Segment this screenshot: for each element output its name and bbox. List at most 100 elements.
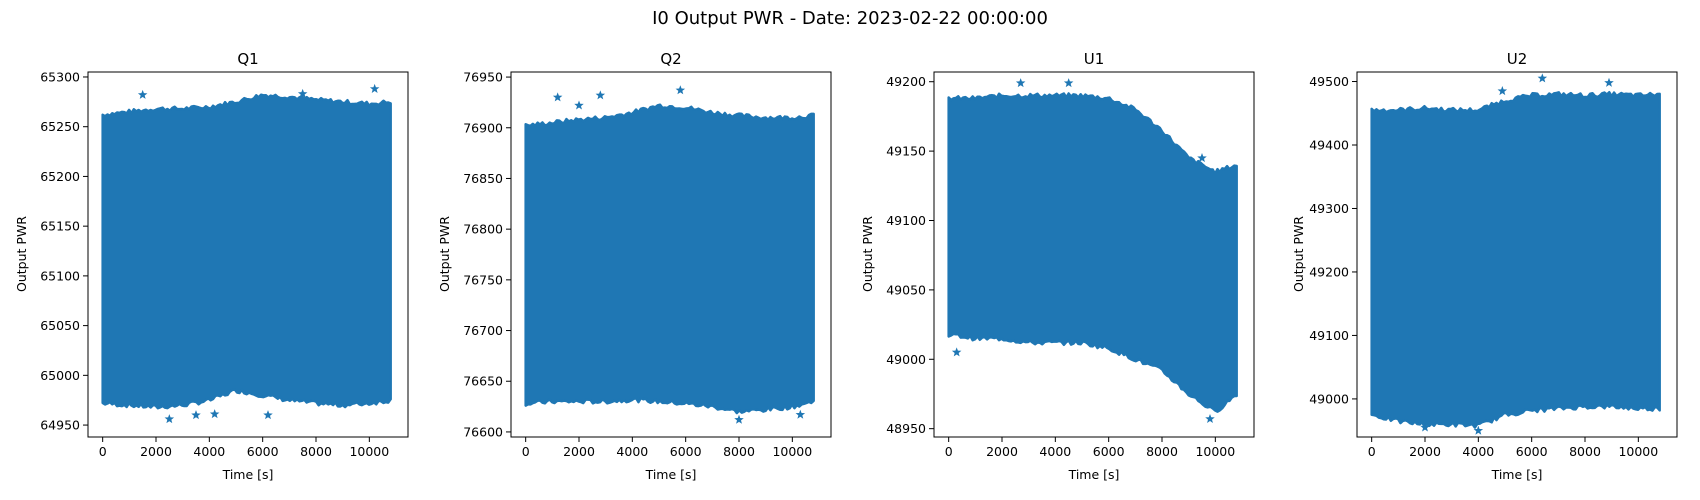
panel-q1: Q1 0 2000 4000 6000 8000 10000 64950 65000 65050… xyxy=(14,50,409,482)
data-point xyxy=(1197,153,1207,163)
y-tick-label: 64950 xyxy=(40,418,80,433)
y-tick-label: 65300 xyxy=(40,69,80,84)
panel-title: Q2 xyxy=(660,50,681,68)
y-tick-label: 76850 xyxy=(463,171,503,186)
y-tick-label: 49500 xyxy=(1309,74,1349,89)
data-band xyxy=(524,103,815,415)
y-tick-label: 49000 xyxy=(886,352,926,367)
data-point xyxy=(209,409,220,419)
data-point xyxy=(734,414,744,424)
y-tick-label: 76650 xyxy=(463,374,503,389)
x-tick-label: 10000 xyxy=(1195,444,1235,459)
x-tick-label: 0 xyxy=(1368,444,1376,459)
y-axis-label: Output PWR xyxy=(437,216,452,292)
plot-area: 0 2000 4000 6000 8000 10000 49000 49100 49200 493… xyxy=(1309,71,1678,459)
y-tick-label: 49050 xyxy=(886,282,926,297)
x-tick-label: 0 xyxy=(522,444,530,459)
data-band xyxy=(947,92,1238,413)
x-tick-label: 4000 xyxy=(193,444,225,459)
y-tick-label: 76600 xyxy=(463,424,503,439)
x-tick-label: 8000 xyxy=(300,444,332,459)
x-tick-label: 0 xyxy=(945,444,953,459)
data-point xyxy=(297,88,308,98)
x-tick-label: 6000 xyxy=(1093,444,1125,459)
panel-q2: Q2 0 2000 4000 6000 8000 10000 76600 76650 76700… xyxy=(437,50,832,482)
data-point xyxy=(595,90,606,100)
x-tick-label: 10000 xyxy=(1618,444,1658,459)
data-point xyxy=(552,92,563,102)
x-tick-label: 2000 xyxy=(1409,444,1441,459)
data-point xyxy=(1473,425,1484,435)
plot-area: 0 2000 4000 6000 8000 10000 76600 76650 76700 767… xyxy=(463,70,832,459)
y-tick-label: 76700 xyxy=(463,323,503,338)
x-tick-label: 10000 xyxy=(349,444,389,459)
y-tick-label: 65000 xyxy=(40,368,80,383)
y-tick-label: 49100 xyxy=(886,213,926,228)
data-point xyxy=(1420,422,1430,432)
data-point xyxy=(191,410,201,420)
data-point xyxy=(263,410,273,420)
x-tick-label: 8000 xyxy=(1569,444,1601,459)
panel-title: U2 xyxy=(1507,50,1528,68)
axes-frame xyxy=(510,71,832,438)
data-band xyxy=(101,93,392,410)
x-axis-label: Time [s] xyxy=(222,467,274,482)
plot-area: 0 2000 4000 6000 8000 10000 48950 49000 49050 491… xyxy=(886,71,1255,459)
y-tick-label: 65250 xyxy=(40,119,80,134)
x-tick-label: 4000 xyxy=(1039,444,1071,459)
y-tick-label: 49150 xyxy=(886,144,926,159)
figure-title: I0 Output PWR - Date: 2023-02-22 00:00:0… xyxy=(652,8,1048,29)
x-tick-label: 8000 xyxy=(723,444,755,459)
panel-u1: U1 0 2000 4000 6000 8000 10000 48950 49000 49050… xyxy=(860,50,1255,482)
data-point xyxy=(1537,73,1548,83)
x-tick-label: 4000 xyxy=(1462,444,1494,459)
data-point xyxy=(137,89,148,99)
data-point xyxy=(574,100,584,110)
panel-title: U1 xyxy=(1084,50,1105,68)
x-tick-label: 2000 xyxy=(986,444,1018,459)
y-axis-label: Output PWR xyxy=(1291,216,1306,292)
data-point xyxy=(1497,86,1508,96)
data-point xyxy=(1604,77,1614,87)
x-tick-label: 6000 xyxy=(670,444,702,459)
x-axis-label: Time [s] xyxy=(1068,467,1120,482)
data-band xyxy=(1370,90,1661,429)
x-tick-label: 8000 xyxy=(1146,444,1178,459)
y-tick-label: 49400 xyxy=(1309,138,1349,153)
data-point xyxy=(1205,413,1215,423)
y-axis-label: Output PWR xyxy=(860,216,875,292)
y-tick-label: 65050 xyxy=(40,318,80,333)
panel-title: Q1 xyxy=(237,50,258,68)
y-tick-label: 49100 xyxy=(1309,328,1349,343)
data-point xyxy=(951,347,962,357)
data-point xyxy=(164,414,175,424)
x-tick-label: 6000 xyxy=(1516,444,1548,459)
data-point xyxy=(1063,78,1074,88)
x-axis-label: Time [s] xyxy=(645,467,697,482)
y-tick-label: 76950 xyxy=(463,70,503,85)
x-tick-label: 4000 xyxy=(616,444,648,459)
plot-area: 0 2000 4000 6000 8000 10000 64950 65000 65050 651… xyxy=(40,69,409,459)
x-tick-label: 10000 xyxy=(772,444,812,459)
y-tick-label: 49200 xyxy=(886,74,926,89)
y-axis-label: Output PWR xyxy=(14,216,29,292)
y-tick-label: 49300 xyxy=(1309,201,1349,216)
axes-frame xyxy=(87,71,409,438)
x-axis-label: Time [s] xyxy=(1491,467,1543,482)
data-point xyxy=(1015,78,1026,88)
y-tick-label: 49200 xyxy=(1309,264,1349,279)
data-point xyxy=(675,85,686,95)
data-point xyxy=(795,409,806,419)
y-tick-label: 65200 xyxy=(40,169,80,184)
data-point xyxy=(369,83,380,93)
y-tick-label: 65150 xyxy=(40,219,80,234)
panel-u2: U2 0 2000 4000 6000 8000 10000 49000 49100 49200… xyxy=(1291,50,1678,482)
x-tick-label: 2000 xyxy=(563,444,595,459)
y-tick-label: 76900 xyxy=(463,120,503,135)
y-tick-label: 65100 xyxy=(40,268,80,283)
axes-frame xyxy=(933,71,1255,438)
x-tick-label: 2000 xyxy=(140,444,172,459)
y-tick-label: 76750 xyxy=(463,272,503,287)
y-tick-label: 76800 xyxy=(463,222,503,237)
